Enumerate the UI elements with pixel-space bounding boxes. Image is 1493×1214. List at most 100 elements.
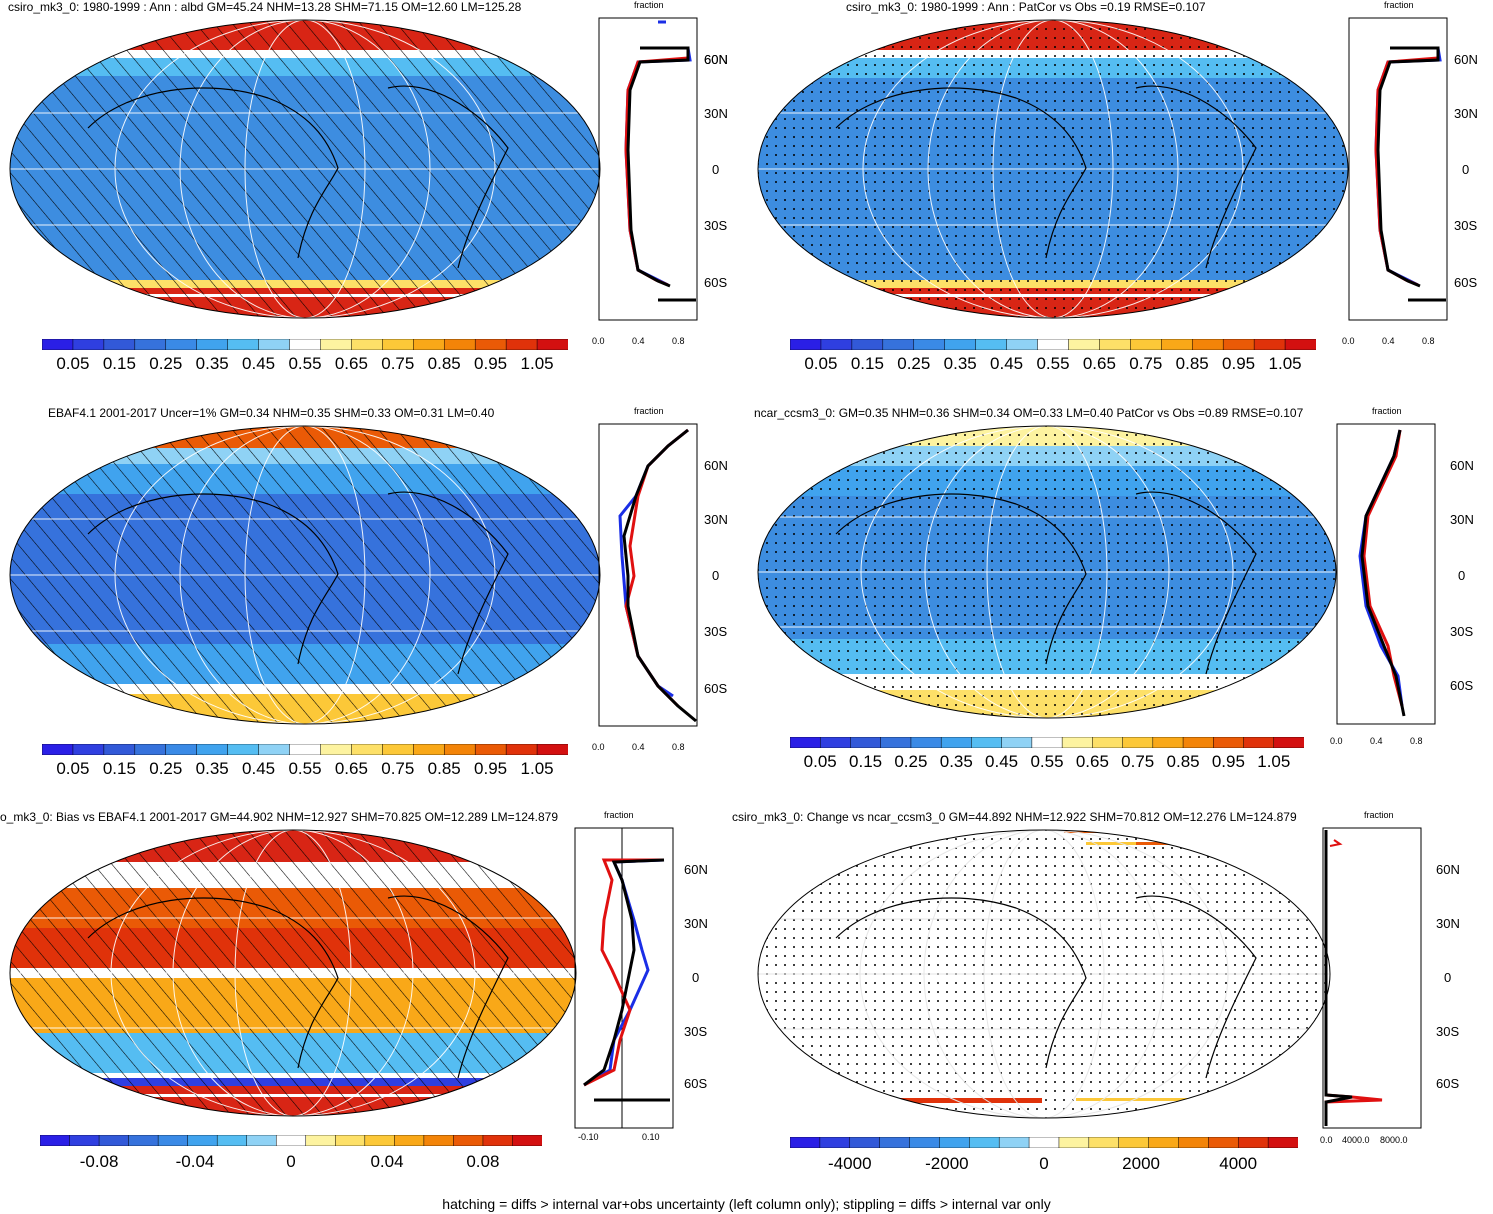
panel-5-colorbar [40, 1135, 542, 1146]
colorbar-swatch [165, 744, 198, 755]
colorbar-swatch [305, 1135, 336, 1146]
colorbar-swatch [971, 737, 1003, 748]
zonal-axis-title: fraction [1364, 810, 1394, 820]
colorbar-swatch [1031, 737, 1063, 748]
colorbar-swatch [1130, 339, 1162, 350]
colorbar-swatch [944, 339, 977, 350]
lat-tick: 60N [704, 52, 728, 67]
colorbar-swatch [98, 1135, 130, 1146]
colorbar-swatch [196, 339, 229, 350]
zonal-axis-title: fraction [1384, 0, 1414, 10]
colorbar-swatch [134, 744, 167, 755]
lat-tick: 30S [684, 1024, 708, 1039]
colorbar-swatch [1118, 1137, 1150, 1148]
colorbar-swatch [1222, 339, 1255, 350]
zonal-xtick: 0.8 [672, 336, 685, 346]
colorbar-swatch [443, 339, 476, 350]
colorbar-swatch [413, 744, 445, 755]
lat-tick: 60S [1454, 275, 1478, 290]
colorbar-swatch [258, 744, 291, 755]
colorbar-label: 0.75 [1121, 752, 1155, 771]
colorbar-swatch [1208, 1137, 1239, 1148]
footer-note: hatching = diffs > internal var+obs unce… [442, 1196, 1051, 1212]
colorbar-label: -0.04 [175, 1152, 215, 1171]
colorbar-swatch [227, 339, 260, 350]
zonal-xtick: 0.0 [1320, 1135, 1333, 1145]
colorbar-label: 1.05 [1257, 752, 1291, 771]
colorbar-swatch [246, 1135, 277, 1146]
panel-1-zonal-plot: fraction 60N [598, 0, 728, 350]
lat-tick: 30N [704, 512, 728, 527]
colorbar-label: 0.95 [1211, 752, 1245, 771]
colorbar-label: 0.05 [56, 354, 90, 373]
colorbar-label: 0.35 [939, 752, 973, 771]
colorbar-swatch [1178, 1137, 1209, 1148]
panel-4-colorbar-labels: 0.05 0.15 0.25 0.35 0.45 0.55 0.65 0.75 0.85 0.95… [790, 752, 1304, 774]
colorbar-swatch [134, 339, 167, 350]
zonal-xtick: 0.4 [1382, 336, 1395, 346]
colorbar-label: 0.65 [334, 354, 368, 373]
panel-6-colorbar-labels: -4000 -2000 0 2000 4000 [790, 1154, 1298, 1176]
colorbar-swatch [1028, 1137, 1060, 1148]
colorbar-swatch [1122, 737, 1154, 748]
panel-3-colorbar [42, 744, 568, 755]
panel-1-colorbar-labels: 0.05 0.15 0.25 0.35 0.45 0.55 0.65 0.75 0.85 0.95… [42, 354, 568, 376]
colorbar-label: 0.95 [474, 759, 508, 778]
lat-tick: 60N [704, 52, 728, 67]
colorbar-label: -2000 [925, 1154, 969, 1173]
colorbar-swatch [1191, 339, 1224, 350]
lat-tick: 0 [1462, 162, 1470, 177]
colorbar-label: -4000 [828, 1154, 872, 1173]
colorbar-swatch [69, 1135, 100, 1146]
colorbar-swatch [1088, 1137, 1120, 1148]
colorbar-swatch [505, 339, 538, 350]
panel-5-map [9, 829, 577, 1117]
colorbar-swatch [351, 339, 383, 350]
colorbar-swatch [913, 339, 946, 350]
panel-6-colorbar [790, 1137, 1298, 1148]
lat-tick: 60S [1450, 678, 1474, 693]
colorbar-label: 0.75 [381, 759, 415, 778]
colorbar-label: 0.85 [427, 759, 461, 778]
lat-tick: 30S [1454, 218, 1478, 233]
colorbar-swatch [1161, 339, 1193, 350]
zonal-xtick: 0.0 [1342, 336, 1355, 346]
colorbar-swatch [790, 737, 821, 748]
colorbar-label: -0.08 [79, 1152, 119, 1171]
colorbar-swatch [482, 1135, 514, 1146]
lat-tick: 30N [684, 916, 708, 931]
colorbar-label: 0.15 [102, 759, 136, 778]
colorbar-swatch [882, 339, 915, 350]
lat-tick: 30S [704, 218, 728, 233]
lat-tick: 60S [704, 681, 728, 696]
colorbar-swatch [820, 339, 853, 350]
lat-tick: 60S [1436, 1076, 1460, 1091]
colorbar-swatch [1001, 737, 1033, 748]
colorbar-swatch [1068, 339, 1100, 350]
panel-4-map [757, 425, 1337, 719]
colorbar-swatch [851, 339, 884, 350]
colorbar-swatch [1253, 339, 1286, 350]
colorbar-label: 0.65 [1075, 752, 1109, 771]
panel-2-colorbar-labels: 0.05 0.15 0.25 0.35 0.45 0.55 0.65 0.75 0.85 0.95… [790, 354, 1316, 376]
lat-tick: 60N [1436, 862, 1460, 877]
colorbar-swatch [1152, 737, 1184, 748]
colorbar-label: 0.05 [803, 752, 837, 771]
lat-tick: 0 [692, 970, 700, 985]
lat-tick: 60S [684, 1076, 708, 1091]
zonal-axis-title: fraction [634, 406, 664, 416]
colorbar-label: 0.25 [149, 759, 183, 778]
colorbar-swatch [72, 744, 105, 755]
zonal-axis-title: fraction [604, 810, 634, 820]
colorbar-swatch [42, 339, 74, 350]
colorbar-label: 0.15 [850, 354, 884, 373]
colorbar-swatch [423, 1135, 454, 1146]
colorbar-swatch [1061, 737, 1093, 748]
colorbar-swatch [128, 1135, 159, 1146]
colorbar-swatch [790, 339, 822, 350]
panel-3-zonal-plot: fraction [598, 406, 708, 756]
zonal-xtick: 8000.0 [1380, 1135, 1408, 1145]
colorbar-label: 2000 [1122, 1154, 1161, 1173]
colorbar-swatch [1284, 339, 1316, 350]
panel-5-title: o_mk3_0: Bias vs EBAF4.1 2001-2017 GM=44… [0, 810, 559, 824]
